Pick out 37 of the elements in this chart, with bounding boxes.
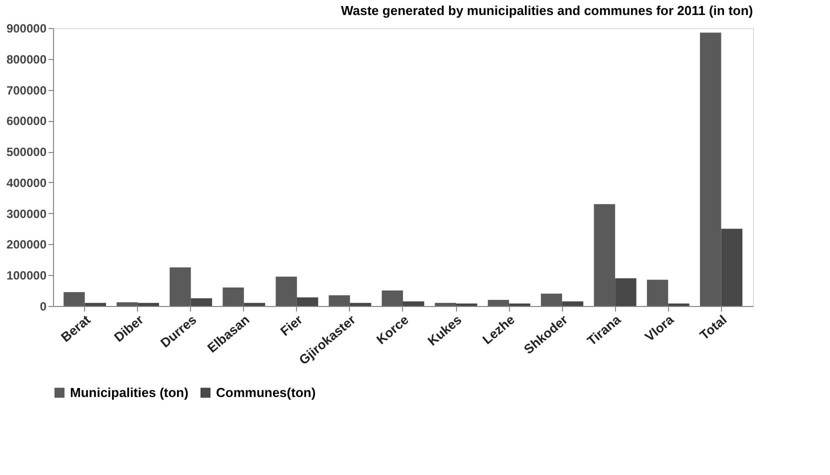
legend-label: Municipalities (ton) <box>70 384 188 400</box>
y-tick-label: 200000 <box>6 238 47 252</box>
bar <box>84 302 106 306</box>
bar <box>244 302 266 306</box>
y-tick-label: 100000 <box>6 268 47 283</box>
bar <box>721 228 742 306</box>
bar <box>116 302 138 306</box>
y-tick-label: 800000 <box>6 52 47 66</box>
bar <box>190 298 212 306</box>
y-tick-label: 400000 <box>6 176 47 190</box>
y-tick-label: 700000 <box>6 83 47 98</box>
bar <box>594 204 616 306</box>
bar <box>350 302 372 306</box>
bar <box>296 297 318 306</box>
bar <box>64 292 85 306</box>
bar <box>540 294 562 306</box>
bar <box>434 302 456 306</box>
bar <box>403 301 424 306</box>
bar <box>276 276 297 306</box>
x-tick-label: Fier <box>277 312 306 339</box>
bar <box>700 32 722 306</box>
bar <box>382 290 403 306</box>
bar <box>562 301 584 306</box>
bar <box>615 278 636 306</box>
y-tick-label: 500000 <box>6 145 47 160</box>
bar <box>170 267 191 306</box>
bar <box>138 302 160 306</box>
legend-label: Communes(ton) <box>216 384 316 400</box>
bar <box>646 280 668 306</box>
y-tick-label: 600000 <box>6 114 47 128</box>
y-tick-label: 0 <box>40 300 47 314</box>
y-tick-label: 300000 <box>6 206 47 221</box>
y-tick-label: 900000 <box>6 22 47 36</box>
bar <box>488 300 510 306</box>
bar <box>328 295 350 306</box>
bar <box>222 287 244 306</box>
chart-title: Waste generated by municipalities and communes for 2011 (in ton) <box>340 3 753 18</box>
